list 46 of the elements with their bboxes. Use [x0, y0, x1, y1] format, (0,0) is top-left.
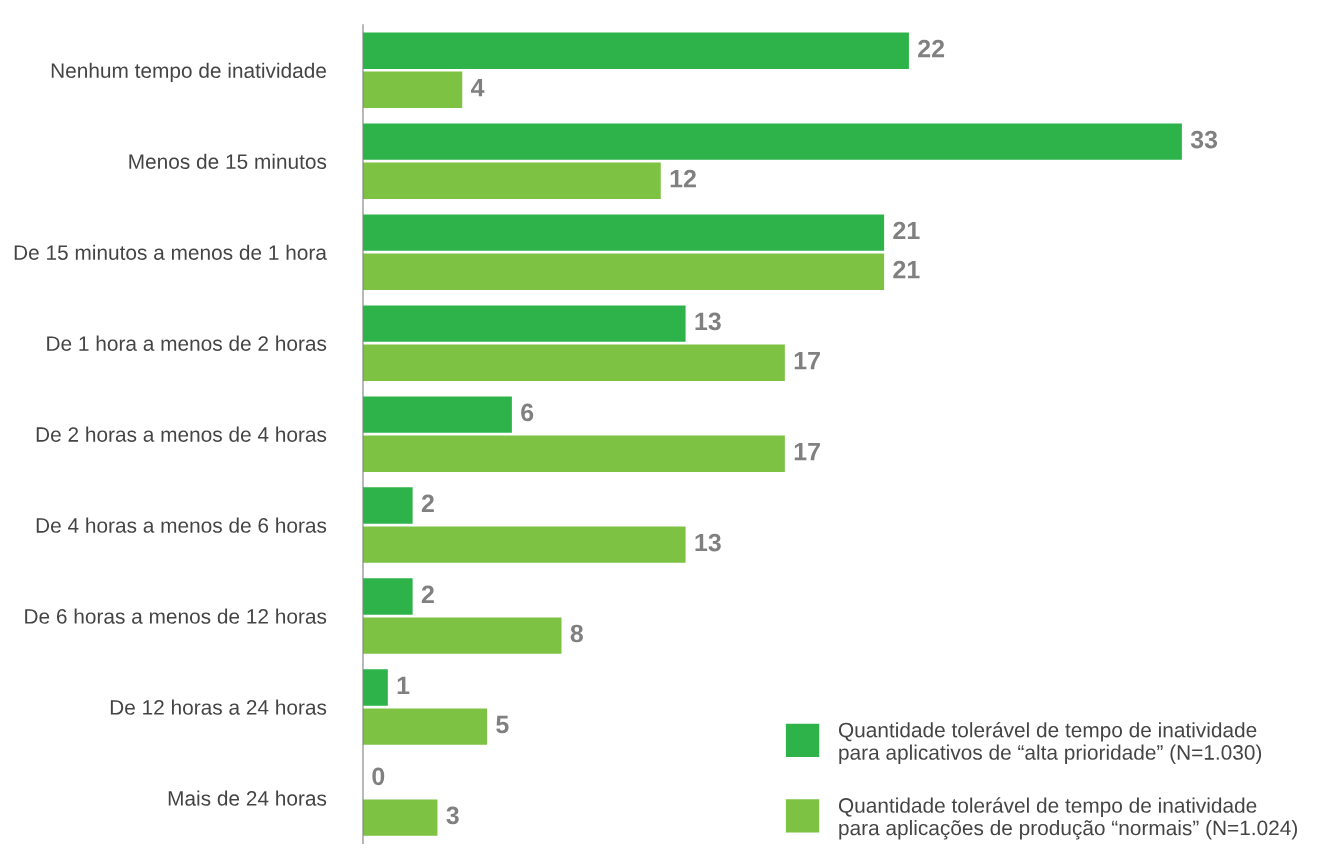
data-label: 33 [1190, 130, 1218, 149]
bar [363, 71, 463, 108]
data-label: 12 [670, 169, 696, 188]
y-tick-label: De 2 horas a menos de 4 horas [36, 426, 327, 442]
y-tick-label: Menos de 15 minutos [129, 153, 327, 169]
bar [363, 396, 512, 433]
y-tick-label: De 6 horas a menos de 12 horas [25, 608, 327, 624]
data-label: 6 [521, 403, 534, 422]
data-label: 21 [893, 260, 920, 279]
bar [363, 617, 562, 654]
data-label: 4 [470, 79, 485, 97]
y-tick-label: De 4 horas a menos de 6 horas [36, 517, 327, 533]
data-label: 17 [794, 442, 820, 461]
bar [363, 435, 785, 472]
y-tick-label: Nenhum tempo de inatividade [51, 62, 326, 83]
bar [363, 487, 413, 524]
data-label: 0 [372, 767, 385, 786]
data-label: 2 [421, 494, 434, 513]
y-tick-label: De 15 minutos a menos de 1 hora [14, 244, 327, 260]
bar [363, 578, 413, 615]
data-label: 22 [918, 39, 945, 58]
data-label: 2 [421, 585, 434, 603]
data-label: 21 [893, 221, 920, 240]
y-tick-label: De 12 horas a 24 horas [110, 699, 327, 715]
bar [363, 214, 885, 251]
bar [363, 344, 785, 381]
bar [363, 32, 909, 69]
bar [363, 669, 388, 706]
data-label: 1 [397, 676, 410, 694]
data-label: 17 [794, 351, 820, 370]
bar [363, 708, 488, 745]
bar [363, 253, 885, 290]
data-label: 3 [446, 806, 459, 825]
data-label: 8 [570, 624, 583, 643]
legend-label: Quantidade tolerável de tempo de inatividade para aplicações de produção “normais” (N=1.024) [838, 797, 1297, 840]
legend-label: Quantidade tolerável de tempo de inatividade para aplicativos de “alta prioridade” (N=1.030) [838, 721, 1262, 764]
y-tick-label: De 1 hora a menos de 2 horas [47, 335, 327, 351]
bar [363, 305, 686, 342]
y-tick-label: Mais de 24 horas [168, 790, 327, 806]
bar [363, 526, 686, 563]
bar [363, 123, 1182, 160]
data-label: 13 [695, 312, 721, 331]
bar [363, 162, 661, 199]
bar [363, 799, 438, 836]
data-label: 5 [496, 715, 509, 734]
data-label: 13 [695, 533, 721, 552]
